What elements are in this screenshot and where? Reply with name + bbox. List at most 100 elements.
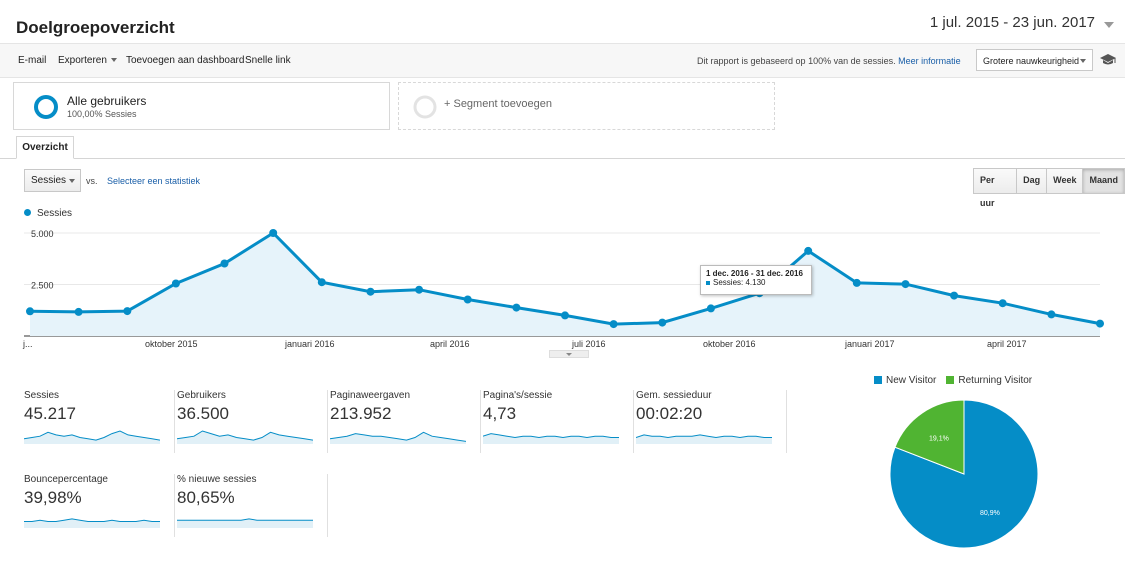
granularity-button-2[interactable]: Week xyxy=(1047,169,1084,193)
tab-overview[interactable]: Overzicht xyxy=(16,136,74,159)
x-tick-label: oktober 2016 xyxy=(703,339,756,349)
pie-slice-label: 19,1% xyxy=(929,435,949,442)
metric-value: 36.500 xyxy=(177,404,229,423)
metric-sparkline xyxy=(177,518,313,528)
data-point[interactable] xyxy=(463,295,472,304)
metric-label: % nieuwe sessies xyxy=(177,474,257,485)
data-point[interactable] xyxy=(171,279,180,288)
granularity-button-1[interactable]: Dag xyxy=(1017,169,1048,193)
tooltip-value: Sessies: 4.130 xyxy=(713,278,766,287)
metric-label: Gem. sessieduur xyxy=(636,390,712,401)
metric-value: 213.952 xyxy=(330,404,392,423)
pie-slice[interactable] xyxy=(894,400,965,475)
email-button[interactable]: E-mail xyxy=(18,55,47,66)
data-point[interactable] xyxy=(561,311,569,320)
select-statistic-link[interactable]: Selecteer een statistiek xyxy=(107,176,201,186)
more-info-link[interactable]: Meer informatie xyxy=(898,56,961,66)
metric-value: 80,65% xyxy=(177,488,235,507)
data-point[interactable] xyxy=(512,303,521,312)
x-tick-label: oktober 2015 xyxy=(145,339,198,349)
data-point[interactable] xyxy=(74,307,83,316)
add-segment-button[interactable]: + Segment toevoegen xyxy=(398,82,775,130)
data-point[interactable] xyxy=(269,229,278,237)
data-point[interactable] xyxy=(658,318,667,327)
x-tick-label: juli 2016 xyxy=(571,339,606,349)
data-point[interactable] xyxy=(1096,319,1104,328)
precision-dropdown[interactable]: Grotere nauwkeurigheid xyxy=(976,49,1093,71)
data-point[interactable] xyxy=(609,320,618,329)
chart-tooltip: 1 dec. 2016 - 31 dec. 2016 Sessies: 4.13… xyxy=(700,265,812,295)
tab-divider xyxy=(0,158,1125,159)
x-tick-label: j... xyxy=(22,339,33,349)
data-point[interactable] xyxy=(950,291,959,300)
data-point[interactable] xyxy=(998,299,1007,308)
chevron-down-icon xyxy=(110,58,117,63)
graduation-cap-icon[interactable] xyxy=(1100,53,1116,67)
data-point[interactable] xyxy=(852,278,861,287)
metric-value: 00:02:20 xyxy=(636,404,703,423)
metric-label: Sessies xyxy=(31,175,67,186)
metric-tile[interactable]: Pagina's/sessie 4,73 xyxy=(483,390,634,453)
metric-sparkline xyxy=(24,518,160,528)
metric-tile[interactable]: Gebruikers 36.500 xyxy=(177,390,328,453)
metric-sparkline xyxy=(24,430,160,444)
segment-all-users[interactable]: Alle gebruikers 100,00% Sessies xyxy=(13,82,390,130)
metric-sparkline xyxy=(330,431,466,444)
metric-value: 45.217 xyxy=(24,404,76,423)
x-tick-label: januari 2016 xyxy=(284,339,335,349)
metric-label: Bouncepercentage xyxy=(24,474,108,485)
data-point[interactable] xyxy=(123,307,132,316)
pie-slice-label: 80,9% xyxy=(980,510,1000,517)
chevron-down-icon xyxy=(566,353,572,356)
sessions-line-chart[interactable]: 5.000 2.500 j... oktober 2015 januari 2016 ap… xyxy=(0,220,1125,350)
metric-label: Pagina's/sessie xyxy=(483,390,553,401)
granularity-button-3[interactable]: Maand xyxy=(1083,169,1124,193)
x-tick-label: januari 2017 xyxy=(844,339,895,349)
metric-label: Sessies xyxy=(24,390,60,401)
date-range-picker[interactable]: 1 jul. 2015 - 23 jun. 2017 xyxy=(929,14,1095,31)
precision-label: Grotere nauwkeurigheid xyxy=(983,56,1080,66)
segment-ring-icon xyxy=(34,95,58,119)
data-point[interactable] xyxy=(415,285,424,294)
metric-dropdown[interactable]: Sessies xyxy=(24,169,81,192)
metric-value: 4,73 xyxy=(483,404,517,423)
granularity-button-0[interactable]: Per uur xyxy=(974,169,1018,208)
metric-tile[interactable]: % nieuwe sessies 80,65% xyxy=(177,474,328,537)
data-point[interactable] xyxy=(804,246,813,255)
x-tick-label: april 2016 xyxy=(430,339,470,349)
y-tick-label: 2.500 xyxy=(31,281,54,291)
legend-returning-visitor: Returning Visitor xyxy=(946,375,1032,386)
chevron-down-icon xyxy=(69,179,75,183)
metric-label: Paginaweergaven xyxy=(330,390,411,401)
data-point[interactable] xyxy=(317,278,326,287)
metric-tile[interactable]: Bouncepercentage 39,98% xyxy=(24,474,175,537)
legend-swatch-icon xyxy=(874,376,882,385)
visitor-pie-chart[interactable]: 80,9% 19,1% xyxy=(885,400,1045,550)
add-segment-label: + Segment toevoegen xyxy=(444,98,552,110)
chart-legend: Sessies xyxy=(24,208,72,219)
add-to-dashboard-button[interactable]: Toevoegen aan dashboard xyxy=(126,55,245,66)
chevron-down-icon xyxy=(1080,59,1086,63)
metric-tile[interactable]: Gem. sessieduur 00:02:20 xyxy=(636,390,787,453)
series-dot-icon xyxy=(24,209,31,216)
metric-tile[interactable]: Sessies 45.217 xyxy=(24,390,175,453)
sampling-note-text: Dit rapport is gebaseerd op 100% van de … xyxy=(697,56,896,66)
chevron-down-icon[interactable] xyxy=(1104,22,1114,28)
metric-label: Gebruikers xyxy=(177,390,226,401)
data-point[interactable] xyxy=(1047,310,1056,319)
collapse-chart-handle[interactable] xyxy=(549,350,589,358)
granularity-buttons: Per uur Dag Week Maand xyxy=(973,168,1125,208)
export-button[interactable]: Exporteren xyxy=(58,55,117,66)
y-tick-label: 5.000 xyxy=(31,229,54,239)
report-toolbar: E-mail Exporteren Toevoegen aan dashboar… xyxy=(0,43,1125,78)
metric-tile[interactable]: Paginaweergaven 213.952 xyxy=(330,390,481,453)
quick-link-button[interactable]: Snelle link xyxy=(245,55,291,66)
data-point[interactable] xyxy=(26,307,34,316)
sampling-note: Dit rapport is gebaseerd op 100% van de … xyxy=(697,56,961,66)
metric-value: 39,98% xyxy=(24,488,82,507)
metric-sparkline xyxy=(483,433,619,444)
data-point[interactable] xyxy=(220,259,229,268)
data-point[interactable] xyxy=(901,280,910,289)
data-point[interactable] xyxy=(706,304,715,313)
data-point[interactable] xyxy=(366,287,375,296)
